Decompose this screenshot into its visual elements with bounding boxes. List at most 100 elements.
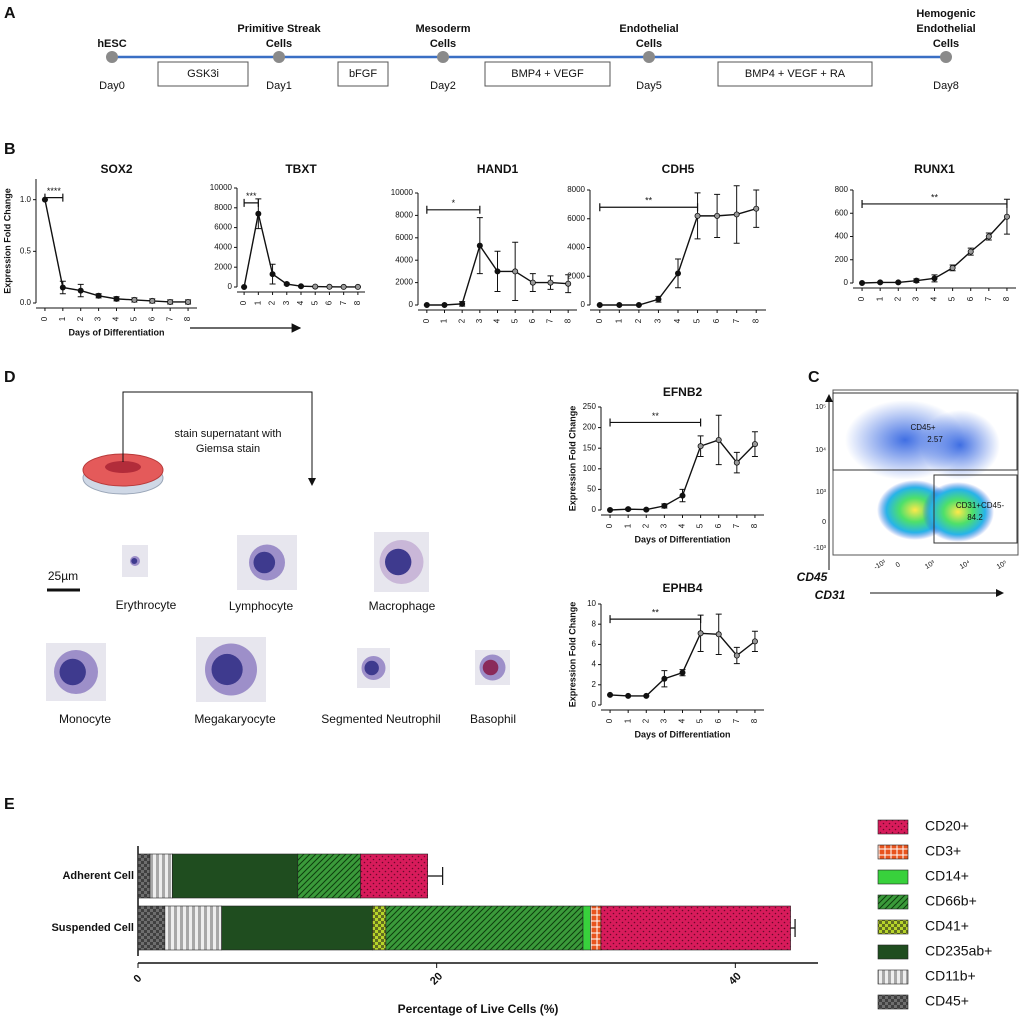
cell-label: Erythrocyte xyxy=(116,598,177,612)
data-point xyxy=(340,283,347,290)
category-label: Adherent Cell xyxy=(62,870,134,882)
significance-bracket xyxy=(609,418,702,427)
data-point xyxy=(697,630,704,637)
y-tick-label: 4000 xyxy=(395,255,413,264)
data-point xyxy=(643,506,650,513)
chart-title: EPHB4 xyxy=(662,581,702,595)
instruction-text: Giemsa stain xyxy=(196,443,260,455)
y-tick-label: 800 xyxy=(835,185,849,194)
cell-nucleus xyxy=(131,558,138,564)
significance-label: ** xyxy=(645,196,653,206)
y-axis-label: Expression Fold Change xyxy=(567,406,577,512)
cell-nucleus xyxy=(482,659,499,676)
data-point xyxy=(167,298,174,305)
x-tick-label: 0 xyxy=(132,973,145,986)
treatment-label: bFGF xyxy=(349,68,377,80)
y-tick-label: 600 xyxy=(835,208,849,217)
data-point xyxy=(529,279,536,286)
y-tick-label: 150 xyxy=(583,443,597,452)
bar-segment xyxy=(360,853,429,899)
y-tick-label: 0.5 xyxy=(20,246,32,255)
x-tick-label: 4 xyxy=(678,523,687,528)
data-point xyxy=(733,652,740,659)
data-point xyxy=(113,295,120,302)
data-point xyxy=(149,297,156,304)
x-tick-label: 8 xyxy=(751,318,760,323)
data-point xyxy=(643,692,650,699)
x-axis-label: Days of Differentiation xyxy=(634,534,730,544)
legend-label: CD45+ xyxy=(925,993,969,1009)
x-tick-label: 20 xyxy=(428,970,445,987)
day-label: Day8 xyxy=(933,80,959,92)
series-line xyxy=(862,216,1008,284)
bar-segment xyxy=(582,905,591,951)
y-tick-label: 0 xyxy=(592,505,597,514)
data-point xyxy=(675,270,682,277)
y-tick-label: 100 xyxy=(583,464,597,473)
flow-x-label: CD31 xyxy=(815,588,846,602)
data-point xyxy=(877,279,884,286)
treatment-box xyxy=(157,61,249,87)
y-tick-label: 2000 xyxy=(567,271,585,280)
data-point xyxy=(423,301,430,308)
stage-label: Cells xyxy=(636,38,662,50)
series-line xyxy=(599,208,757,306)
significance-label: ** xyxy=(931,192,939,202)
chart-title: CDH5 xyxy=(662,162,695,176)
cell-label: Megakaryocyte xyxy=(194,712,276,726)
bar-segment xyxy=(149,853,173,899)
legend-label: CD66b+ xyxy=(925,893,977,909)
x-tick-label: 5 xyxy=(510,318,519,323)
flow-x-tick: -10³ xyxy=(873,559,888,572)
legend-label: CD235ab+ xyxy=(925,943,992,959)
data-point xyxy=(77,287,84,294)
x-tick-label: 40 xyxy=(727,970,744,987)
data-point xyxy=(512,268,519,275)
data-point xyxy=(967,248,974,255)
y-tick-label: 400 xyxy=(835,232,849,241)
data-point xyxy=(859,279,866,286)
data-point xyxy=(753,205,760,212)
x-tick-label: 8 xyxy=(750,523,759,528)
day-label: Day1 xyxy=(266,80,292,92)
y-tick-label: 10 xyxy=(587,599,596,608)
x-tick-label: 6 xyxy=(325,300,334,305)
category-label: Suspended Cell xyxy=(51,922,134,934)
chart-title: SOX2 xyxy=(100,162,132,176)
y-tick-label: 4 xyxy=(592,660,597,669)
error-bar xyxy=(790,919,796,937)
data-point xyxy=(714,212,721,219)
significance-label: ** xyxy=(652,411,660,421)
x-tick-label: 7 xyxy=(546,318,555,323)
y-tick-label: 8000 xyxy=(395,211,413,220)
x-tick-label: 8 xyxy=(353,300,362,305)
x-tick-label: 6 xyxy=(528,318,537,323)
y-tick-label: 2 xyxy=(592,680,597,689)
data-point xyxy=(985,233,992,240)
cell-label: Segmented Neutrophil xyxy=(321,712,440,726)
cell-nucleus xyxy=(59,658,86,686)
x-tick-label: 5 xyxy=(129,316,138,321)
data-point xyxy=(607,506,614,513)
stage-label: Cells xyxy=(430,38,456,50)
bar-segment xyxy=(590,905,602,951)
x-tick-label: 3 xyxy=(659,718,668,723)
x-tick-label: 7 xyxy=(732,523,741,528)
bar-segment xyxy=(372,905,387,951)
y-tick-label: 8 xyxy=(592,619,597,628)
day-label: Day2 xyxy=(430,80,456,92)
panel-label: E xyxy=(4,796,15,813)
cell-nucleus xyxy=(364,660,379,676)
y-tick-label: 2000 xyxy=(214,262,232,271)
x-tick-label: 3 xyxy=(659,523,668,528)
legend-label: CD20+ xyxy=(925,818,969,834)
y-tick-label: 1.0 xyxy=(20,195,32,204)
x-tick-label: 0 xyxy=(857,296,866,301)
series-line xyxy=(243,213,358,288)
cell-label: Monocyte xyxy=(59,712,111,726)
panel-label: D xyxy=(4,369,16,386)
x-tick-label: 5 xyxy=(696,718,705,723)
data-point xyxy=(476,242,483,249)
stage-label: hESC xyxy=(97,38,126,50)
flow-x-tick: 0 xyxy=(895,561,902,569)
